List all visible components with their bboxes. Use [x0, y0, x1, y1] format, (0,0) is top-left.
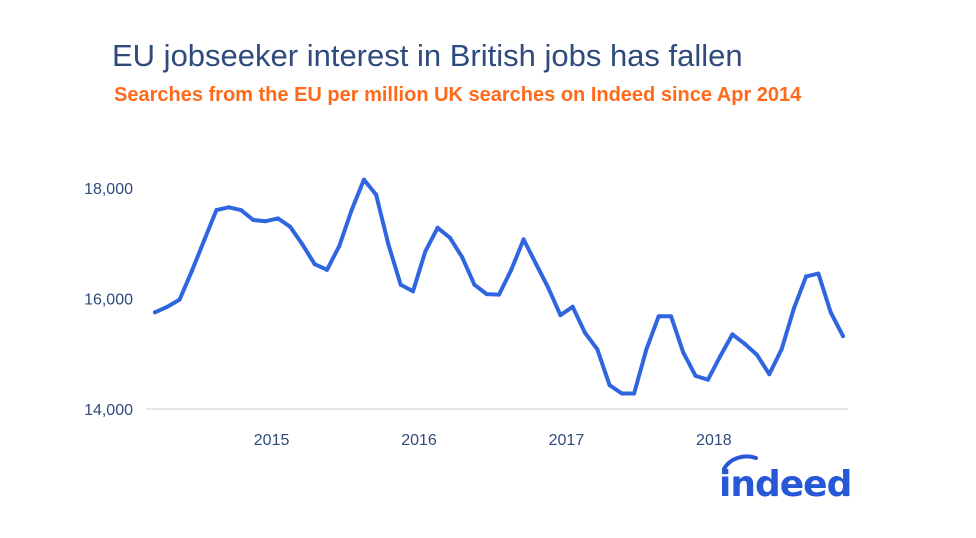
data-point [288, 224, 293, 229]
data-point [595, 347, 600, 352]
x-tick-label: 2015 [254, 432, 290, 449]
data-point [435, 225, 440, 230]
data-point [460, 255, 465, 260]
data-point [447, 235, 452, 240]
data-point [251, 218, 256, 222]
data-point [312, 262, 317, 267]
data-point [202, 238, 207, 243]
data-point [742, 341, 747, 346]
data-point [693, 373, 698, 378]
data-point [767, 372, 772, 377]
data-point [841, 334, 845, 339]
data-point [189, 268, 194, 273]
data-point [718, 354, 723, 359]
data-point [656, 314, 661, 319]
y-tick-label: 18,000 [84, 181, 133, 198]
data-point [472, 282, 477, 287]
x-tick-label: 2016 [401, 432, 437, 449]
data-point [644, 347, 649, 352]
data-point [177, 297, 182, 302]
data-point [607, 383, 612, 388]
data-point [828, 310, 833, 315]
data-point [558, 313, 563, 318]
data-point [804, 274, 809, 279]
data-point [398, 282, 403, 287]
data-point [779, 347, 784, 352]
logo-arc-icon [722, 454, 758, 471]
data-point [263, 219, 268, 224]
y-tick-label: 16,000 [84, 292, 133, 309]
chart-title: EU jobseeker interest in British jobs ha… [112, 38, 743, 73]
data-point [546, 285, 551, 290]
x-axis: 2015 2016 2017 2018 [254, 432, 732, 449]
chart-subtitle: Searches from the EU per million UK sear… [114, 84, 802, 106]
data-point [681, 350, 686, 355]
series-line [153, 177, 845, 396]
data-point [730, 332, 735, 337]
y-tick-label: 14,000 [84, 402, 133, 419]
data-point [239, 208, 243, 213]
data-point [484, 292, 489, 297]
data-point [411, 289, 415, 294]
data-point [705, 377, 710, 382]
data-point [300, 242, 305, 247]
data-point [349, 208, 354, 213]
data-point [816, 271, 821, 276]
data-point [669, 314, 673, 319]
data-point [361, 177, 366, 182]
data-point [165, 304, 170, 309]
data-point [374, 192, 379, 197]
data-point [570, 304, 575, 309]
data-point [619, 391, 624, 396]
data-point [497, 292, 501, 297]
data-point [755, 352, 759, 357]
series-group [153, 177, 845, 396]
data-point [632, 391, 637, 396]
data-point [325, 267, 329, 272]
data-point [386, 242, 391, 247]
x-tick-label: 2017 [549, 432, 585, 449]
x-tick-label: 2018 [696, 432, 732, 449]
data-point [509, 267, 514, 272]
data-point [533, 261, 538, 266]
data-point [521, 237, 526, 242]
data-point [423, 249, 428, 254]
data-point [791, 306, 796, 311]
data-point [275, 216, 280, 221]
data-point [153, 310, 157, 315]
logo-text: indeed [719, 464, 851, 505]
indeed-logo: indeed [719, 454, 852, 505]
y-axis: 14,000 16,000 18,000 [84, 181, 133, 419]
data-point [337, 244, 342, 248]
data-point [226, 205, 231, 210]
data-point [214, 208, 219, 213]
data-point [583, 330, 587, 335]
